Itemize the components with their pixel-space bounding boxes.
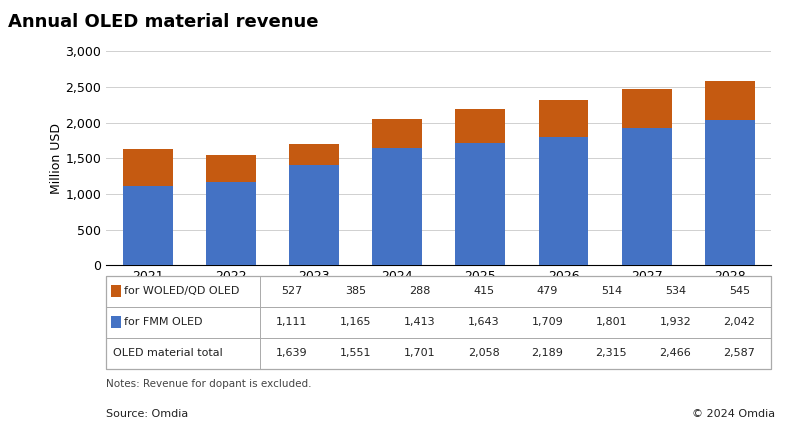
Bar bbox=[622, 128, 671, 265]
Text: 514: 514 bbox=[600, 286, 622, 297]
Text: 1,413: 1,413 bbox=[404, 317, 435, 327]
Text: 1,643: 1,643 bbox=[467, 317, 499, 327]
Bar bbox=[372, 119, 422, 148]
Bar bbox=[123, 186, 173, 265]
Y-axis label: Million USD: Million USD bbox=[50, 123, 63, 194]
Text: 1,111: 1,111 bbox=[276, 317, 308, 327]
Bar bbox=[206, 155, 256, 182]
Bar bbox=[705, 120, 755, 265]
Bar bbox=[538, 100, 589, 137]
Text: 1,709: 1,709 bbox=[531, 317, 563, 327]
Text: 2,042: 2,042 bbox=[723, 317, 756, 327]
Text: for FMM OLED: for FMM OLED bbox=[124, 317, 203, 327]
Text: 1,639: 1,639 bbox=[276, 348, 308, 358]
Text: 1,165: 1,165 bbox=[340, 317, 371, 327]
Text: 1,701: 1,701 bbox=[404, 348, 435, 358]
Bar bbox=[538, 137, 589, 265]
Text: Annual OLED material revenue: Annual OLED material revenue bbox=[8, 13, 319, 31]
Text: 527: 527 bbox=[281, 286, 302, 297]
Bar bbox=[705, 81, 755, 120]
Text: 1,801: 1,801 bbox=[596, 317, 627, 327]
Text: 415: 415 bbox=[473, 286, 494, 297]
Bar bbox=[289, 165, 339, 265]
Bar bbox=[622, 89, 671, 128]
Text: 479: 479 bbox=[537, 286, 558, 297]
Text: 288: 288 bbox=[409, 286, 430, 297]
Text: 1,932: 1,932 bbox=[660, 317, 691, 327]
Text: 534: 534 bbox=[665, 286, 686, 297]
Bar bbox=[372, 148, 422, 265]
Text: © 2024 Omdia: © 2024 Omdia bbox=[692, 409, 775, 419]
Bar bbox=[206, 182, 256, 265]
Text: OLED material total: OLED material total bbox=[113, 348, 223, 358]
Text: Notes: Revenue for dopant is excluded.: Notes: Revenue for dopant is excluded. bbox=[106, 379, 312, 389]
Text: 2,189: 2,189 bbox=[531, 348, 563, 358]
Bar bbox=[456, 109, 505, 143]
Text: for WOLED/QD OLED: for WOLED/QD OLED bbox=[124, 286, 240, 297]
Text: 545: 545 bbox=[729, 286, 750, 297]
Bar bbox=[456, 143, 505, 265]
Text: 2,058: 2,058 bbox=[467, 348, 500, 358]
Text: 2,466: 2,466 bbox=[660, 348, 691, 358]
Bar bbox=[289, 144, 339, 165]
Text: 2,315: 2,315 bbox=[596, 348, 627, 358]
Text: 2,587: 2,587 bbox=[723, 348, 756, 358]
Text: Source: Omdia: Source: Omdia bbox=[106, 409, 189, 419]
Text: 385: 385 bbox=[345, 286, 366, 297]
Text: 1,551: 1,551 bbox=[340, 348, 371, 358]
Bar bbox=[123, 149, 173, 186]
